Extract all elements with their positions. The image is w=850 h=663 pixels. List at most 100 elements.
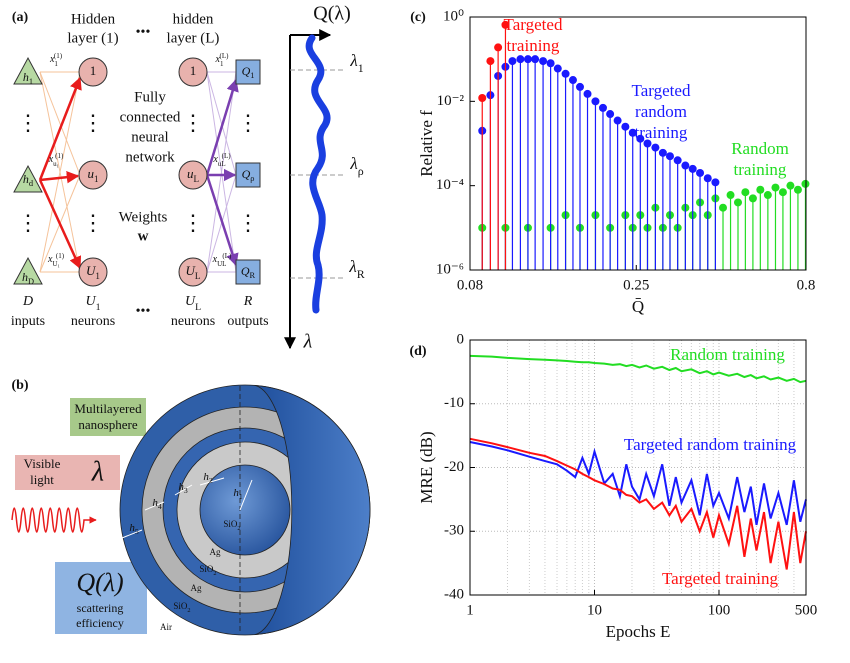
label: Qρ xyxy=(242,167,255,184)
label: Air xyxy=(160,622,172,632)
label: Ag xyxy=(210,547,221,557)
label-main: x xyxy=(47,254,53,265)
label: neural xyxy=(131,129,168,145)
y-tick-label: 10⁰ xyxy=(443,8,464,24)
label: U1 xyxy=(85,294,100,313)
label: ⋮ xyxy=(17,110,39,135)
label: Q(λ) xyxy=(76,568,123,597)
plot-area xyxy=(469,354,807,570)
label-main: Q xyxy=(242,64,251,78)
label: h1 xyxy=(233,487,243,502)
label-sub: 1 xyxy=(96,302,101,313)
x-tick-label: 0.8 xyxy=(797,277,816,293)
stem-head xyxy=(643,139,652,148)
label-main: SiO xyxy=(173,601,188,611)
label-sub: 1 xyxy=(95,271,100,281)
label-sub: uL xyxy=(218,160,226,168)
label-sub: 2 xyxy=(187,607,190,614)
label-sub: 2 xyxy=(209,476,213,485)
label-main: λ xyxy=(349,51,357,70)
stem-head xyxy=(658,148,667,157)
label: ⋮ xyxy=(182,210,204,235)
stem-head xyxy=(501,20,510,29)
label-main: u xyxy=(187,166,194,181)
stem-head xyxy=(478,93,487,102)
light-box xyxy=(15,455,120,490)
label-main: u xyxy=(87,166,94,181)
series-line xyxy=(469,354,807,384)
label-main: U xyxy=(85,294,96,309)
stem-head xyxy=(726,191,735,200)
label: h1 xyxy=(23,70,33,87)
stem-head xyxy=(673,156,682,165)
hidden-nodes xyxy=(78,57,208,287)
label-main: x xyxy=(48,154,54,165)
label-main: 1 xyxy=(90,63,97,78)
series-label: Random training xyxy=(670,345,785,364)
stem-head xyxy=(681,161,690,170)
label-sub: 1 xyxy=(220,60,224,68)
label-main: Ag xyxy=(191,583,202,593)
label-main: x xyxy=(212,254,218,265)
stem-head xyxy=(741,188,750,197)
label-sub: 1 xyxy=(250,71,254,80)
label-sub: 1 xyxy=(54,60,58,68)
label-sub: L xyxy=(193,174,199,184)
label-sub: R xyxy=(357,267,365,281)
stem-head xyxy=(575,82,584,91)
stem-head xyxy=(539,57,548,66)
label-sub: 2 xyxy=(237,525,240,532)
stem-head xyxy=(606,110,615,119)
stem-head xyxy=(613,116,622,125)
series-line xyxy=(469,441,807,526)
label: inputs xyxy=(11,314,45,329)
label-sub: 2 xyxy=(213,570,216,577)
label: SiO2 xyxy=(223,519,240,532)
label: scattering xyxy=(77,601,124,615)
label-main: h xyxy=(23,70,29,84)
label-main: h xyxy=(22,270,28,284)
stem-head xyxy=(719,203,728,212)
series-label: Targeted training xyxy=(661,569,779,588)
label: ••• xyxy=(136,304,151,319)
label-sub: 1 xyxy=(94,174,99,184)
label: xUL(L) xyxy=(212,252,232,268)
label-main: x xyxy=(49,54,55,65)
label: Visible xyxy=(24,456,61,471)
stem-head xyxy=(688,164,697,173)
label: (c) xyxy=(410,10,426,25)
plot-frame xyxy=(469,16,807,271)
label: λR xyxy=(348,257,364,281)
label-sup: (L) xyxy=(222,152,232,160)
label: λρ xyxy=(349,154,363,178)
label: x1(L) xyxy=(215,52,230,68)
label: xuL(L) xyxy=(212,152,231,168)
y-tick-label: 10⁻² xyxy=(437,93,465,109)
stem-head xyxy=(486,57,495,66)
label: outputs xyxy=(227,314,268,329)
y-axis-label: MRE (dB) xyxy=(417,431,436,503)
label: hD xyxy=(22,270,34,287)
label-main: U xyxy=(185,294,196,309)
spectrum-axes xyxy=(284,29,332,350)
stem-head xyxy=(771,183,780,192)
label: nanosphere xyxy=(78,417,137,432)
series-label: Random training xyxy=(731,139,789,179)
stem-head xyxy=(651,143,660,152)
stem-head xyxy=(763,191,772,200)
label: network xyxy=(125,149,175,165)
stem-head xyxy=(778,188,787,197)
stem-head xyxy=(711,178,720,187)
label-main: x xyxy=(212,154,218,165)
stem-head xyxy=(756,185,765,194)
label: ⋮ xyxy=(182,110,204,135)
label: efficiency xyxy=(76,616,124,630)
label-sup: (L) xyxy=(220,52,230,60)
stem-head xyxy=(696,168,705,177)
label: (b) xyxy=(11,378,28,393)
thickness-arrows xyxy=(121,477,253,539)
label-main: Ag xyxy=(210,547,221,557)
light-edges-l xyxy=(206,71,237,273)
